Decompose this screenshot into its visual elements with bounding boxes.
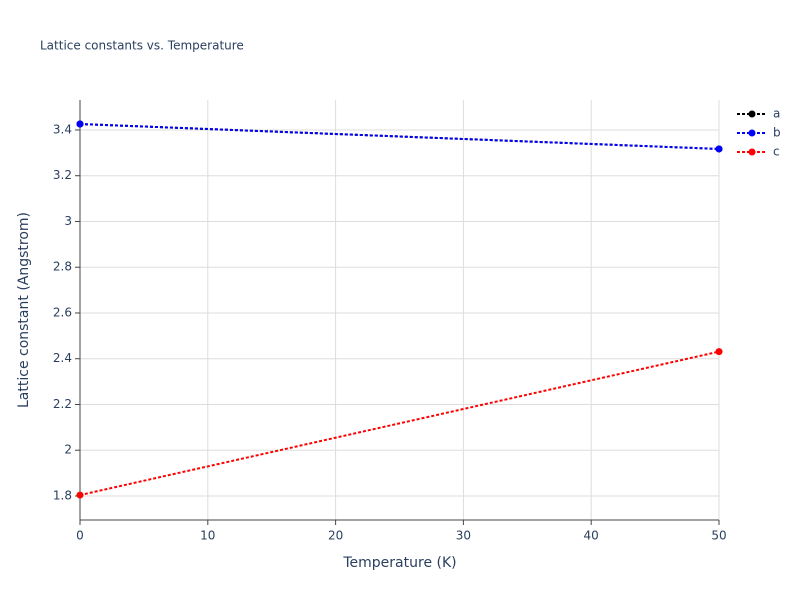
x-tick-label: 50 [711,529,726,543]
point [76,120,84,128]
y-axis-title: Lattice constant (Angstrom) [16,212,32,408]
point [715,145,723,153]
y-tick-label: 3 [64,214,72,228]
x-tick-label: 30 [456,529,471,543]
x-tick-label: 40 [584,529,599,543]
legend-marker [748,129,756,137]
legend-marker [748,110,756,118]
legend-label: c [773,145,780,159]
legend-label: b [773,126,781,140]
chart-title: Lattice constants vs. Temperature [40,39,244,53]
y-tick-label: 2.6 [53,305,72,319]
x-tick-label: 10 [200,529,215,543]
legend-label: a [773,107,780,121]
point [76,491,84,499]
y-tick-label: 3.4 [53,122,72,136]
legend-marker [748,148,756,156]
y-tick-label: 2.2 [53,397,72,411]
series-line [79,350,720,497]
x-axis-title: Temperature (K) [342,555,456,571]
y-tick-label: 2.8 [53,260,72,274]
y-tick-label: 3.2 [53,168,72,182]
y-tick-label: 2.4 [53,351,72,365]
x-tick-label: 20 [328,529,343,543]
point [715,348,723,356]
series-line [79,123,720,150]
y-tick-label: 1.8 [53,488,72,502]
y-tick-label: 2 [64,443,72,457]
x-tick-label: 0 [76,529,84,543]
